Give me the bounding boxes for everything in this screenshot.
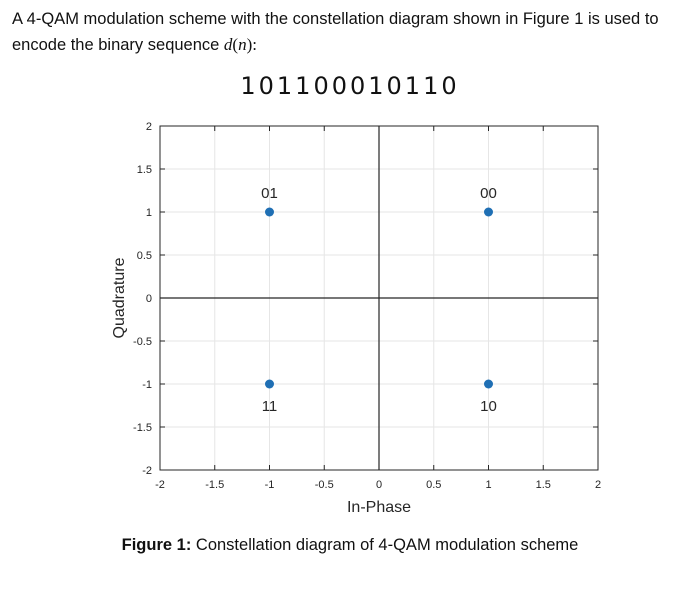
binary-sequence: 101100010110 (240, 72, 460, 100)
x-tick-label: 0.5 (426, 479, 441, 491)
y-tick-label: -2 (142, 465, 152, 477)
x-tick-label: -1 (265, 479, 275, 491)
constellation-point-01 (265, 207, 274, 217)
constellation-point-10 (484, 379, 493, 389)
constellation-point-11 (265, 379, 274, 389)
x-tick-label: -1.5 (205, 479, 224, 491)
symbol-label-01: 01 (261, 185, 278, 202)
symbol-d: d (223, 35, 233, 54)
symbol-label-00: 00 (480, 185, 497, 202)
x-tick-label: 1 (485, 479, 491, 491)
x-tick-label: 2 (595, 479, 601, 491)
y-tick-label: -1 (142, 379, 152, 391)
y-tick-label: 0.5 (137, 250, 152, 262)
problem-line-1: A 4-QAM modulation scheme with the const… (12, 10, 659, 28)
x-tick-label: 1.5 (536, 479, 551, 491)
figure-caption-label: Figure 1: (121, 536, 192, 554)
x-axis-label: In-Phase (347, 499, 411, 516)
x-tick-label: -2 (155, 479, 165, 491)
symbol-n: n (238, 35, 247, 54)
y-axis-label: Quadrature (111, 257, 128, 338)
y-tick-label: 1.5 (137, 164, 152, 176)
figure-caption-text: Constellation diagram of 4-QAM modulatio… (191, 536, 579, 554)
problem-line-2-text: encode the binary sequence (12, 36, 224, 54)
symbol-label-11: 11 (262, 398, 278, 415)
figure-caption: Figure 1: Constellation diagram of 4-QAM… (0, 536, 700, 555)
symbol-label-10: 10 (480, 398, 497, 415)
symbol-open-paren: ( (232, 35, 239, 54)
problem-statement: A 4-QAM modulation scheme with the const… (12, 6, 692, 58)
y-tick-label: 0 (146, 293, 152, 305)
y-tick-label: -1.5 (133, 422, 152, 434)
symbol-close-paren: ): (246, 35, 257, 54)
y-tick-label: 2 (146, 121, 152, 133)
problem-line-2: encode the binary sequence d(n): (12, 32, 692, 58)
x-tick-label: 0 (376, 479, 382, 491)
constellation-point-00 (484, 207, 493, 217)
y-tick-label: -0.5 (133, 336, 152, 348)
x-tick-label: -0.5 (315, 479, 334, 491)
y-tick-label: 1 (146, 207, 152, 219)
